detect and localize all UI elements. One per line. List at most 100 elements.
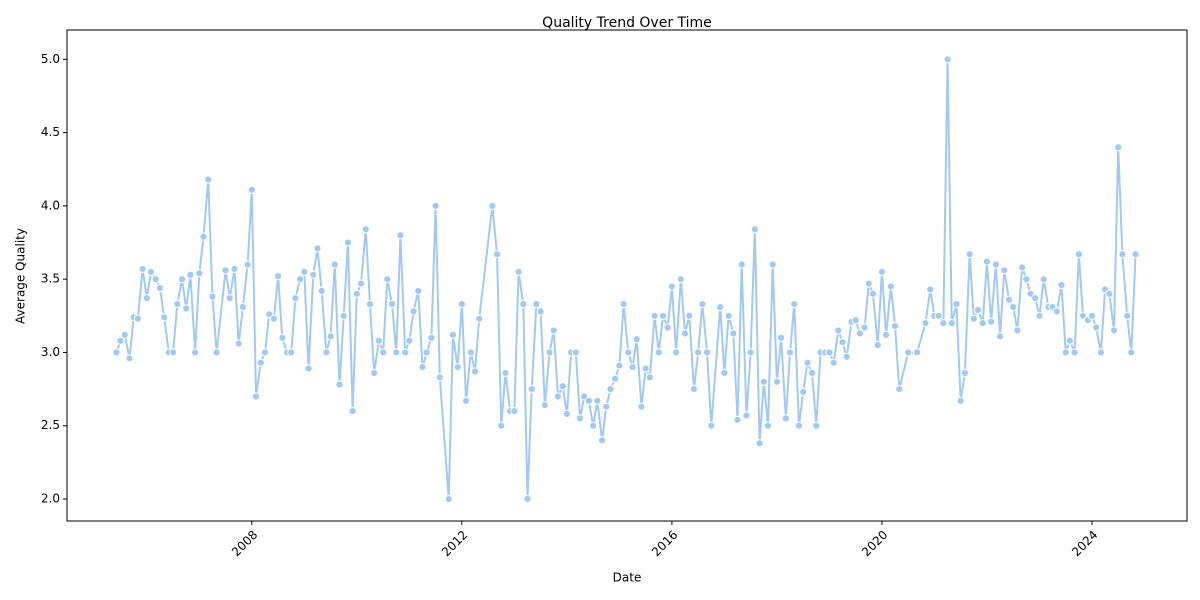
point [296, 275, 305, 284]
point [1065, 336, 1075, 345]
point [448, 330, 458, 339]
point [514, 267, 523, 276]
point [982, 257, 992, 266]
point [427, 333, 436, 342]
point [221, 266, 230, 275]
point [553, 392, 563, 401]
point [873, 341, 882, 350]
point [1096, 348, 1105, 357]
point [317, 286, 326, 295]
point [230, 264, 239, 274]
point [510, 406, 519, 416]
point [689, 384, 699, 394]
point [1109, 326, 1119, 335]
point [654, 348, 663, 357]
point [287, 348, 296, 357]
y-tick-label: 4.0 [41, 198, 60, 212]
point [584, 396, 594, 405]
point [1087, 311, 1097, 320]
point [877, 267, 887, 276]
point [934, 311, 943, 320]
point [243, 260, 252, 269]
point [759, 377, 768, 386]
point [755, 439, 764, 448]
point [492, 250, 502, 259]
point [571, 348, 580, 357]
point [558, 382, 567, 391]
point [637, 402, 646, 411]
point [1031, 294, 1040, 303]
point [904, 348, 913, 357]
point [729, 329, 738, 338]
point [724, 311, 733, 320]
point [343, 238, 353, 247]
point [204, 175, 213, 184]
plot-frame [66, 29, 1188, 522]
point [1009, 302, 1018, 312]
point [260, 348, 270, 357]
point [694, 348, 703, 357]
point [606, 384, 615, 394]
point [742, 411, 751, 420]
point [1052, 307, 1061, 316]
point [886, 282, 895, 291]
point [834, 326, 843, 335]
point [799, 387, 808, 397]
point [431, 201, 440, 210]
point [777, 333, 786, 342]
point [251, 392, 261, 401]
point [387, 299, 397, 309]
point [956, 396, 965, 405]
point [851, 316, 860, 325]
point [794, 421, 804, 430]
point [807, 368, 817, 378]
point [405, 336, 414, 345]
point [536, 307, 545, 316]
point [401, 348, 410, 357]
point [702, 348, 712, 357]
point [326, 332, 335, 341]
point [523, 494, 532, 504]
point [138, 264, 147, 274]
point [488, 201, 497, 210]
point [973, 305, 983, 315]
point [247, 185, 256, 194]
point [322, 348, 331, 357]
point [611, 374, 620, 383]
point [549, 326, 558, 335]
point [628, 363, 637, 372]
point [352, 289, 361, 298]
point [895, 384, 904, 394]
point [501, 368, 510, 378]
point [177, 275, 187, 284]
point [842, 352, 851, 361]
point [812, 421, 821, 430]
point [641, 364, 650, 373]
point [418, 363, 427, 372]
point [1039, 275, 1048, 284]
point [475, 314, 484, 323]
point [1114, 143, 1123, 152]
point [339, 311, 348, 320]
x-axis-label: Date [613, 571, 642, 585]
point [790, 299, 799, 309]
point [155, 283, 165, 293]
point [199, 232, 208, 241]
point [602, 402, 611, 411]
point [663, 323, 672, 332]
point [313, 244, 322, 253]
point [965, 250, 974, 259]
point [151, 275, 160, 284]
point [913, 348, 922, 357]
point [453, 363, 462, 372]
point [300, 267, 309, 276]
y-axis-label: Average Quality [14, 228, 28, 324]
point [763, 421, 773, 430]
point [304, 364, 313, 373]
point [146, 267, 156, 276]
point [746, 348, 755, 357]
point [1123, 311, 1132, 320]
point [772, 377, 782, 386]
point [256, 358, 265, 367]
